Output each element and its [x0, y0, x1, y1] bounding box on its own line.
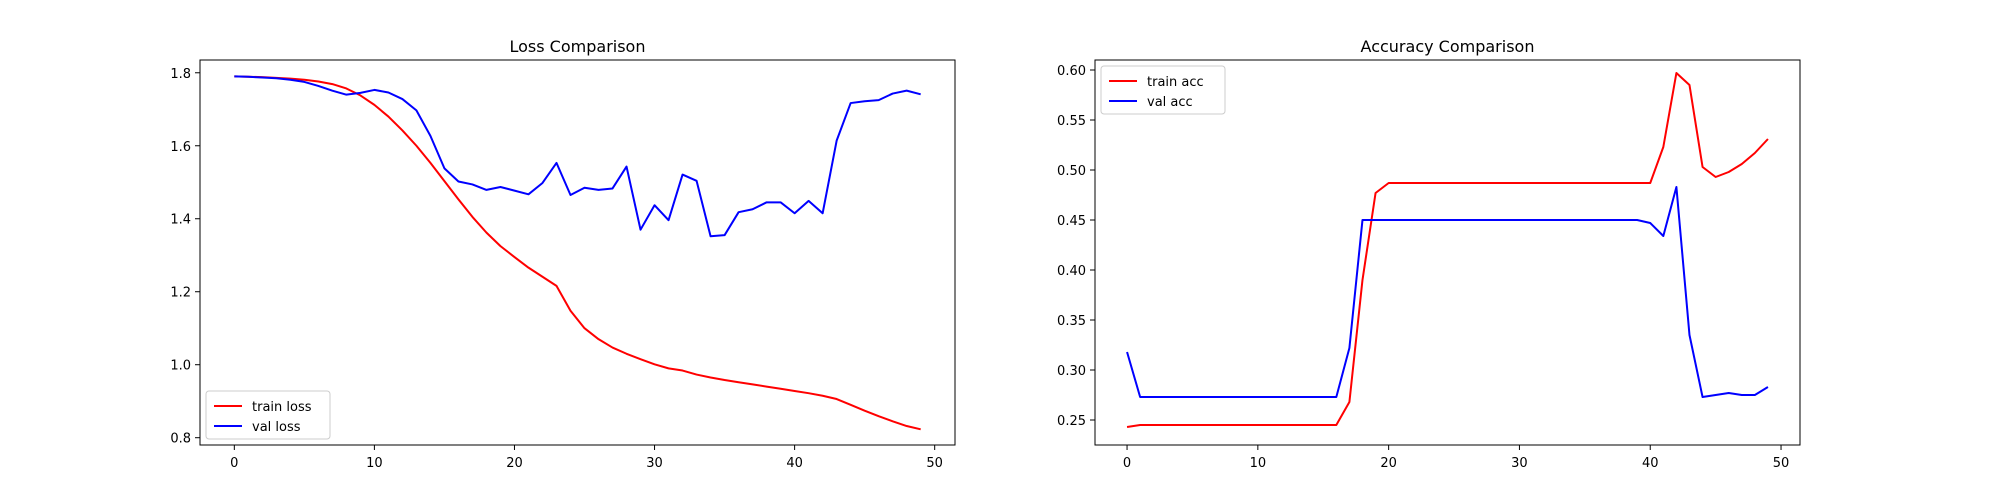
x-tick-label: 30: [646, 456, 663, 471]
y-tick-label: 0.40: [1057, 264, 1086, 279]
axes-frame: [199, 59, 956, 446]
y-tick-label: 0.25: [1057, 414, 1086, 429]
y-tick-label: 0.55: [1057, 114, 1086, 129]
x-tick-label: 20: [506, 456, 523, 471]
series-line-train-acc: [1126, 72, 1769, 428]
legend-entry-train-acc: train acc: [1147, 75, 1204, 90]
y-tick-label: 1.8: [170, 67, 191, 82]
x-tick-label: 30: [1511, 456, 1528, 471]
x-tick-label: 0: [1123, 456, 1131, 471]
x-tick-label: 10: [1250, 456, 1267, 471]
loss-comparison-chart: 0 10 20 30 40 50 0.8 1.0 1.2 1.4 1.6 1.8 Loss Compar…: [170, 37, 956, 471]
legend-entry-train-loss: train loss: [252, 400, 312, 415]
x-tick-label: 20: [1380, 456, 1397, 471]
legend-entry-val-acc: val acc: [1147, 95, 1193, 110]
x-tick-label: 10: [366, 456, 383, 471]
y-tick-label: 0.60: [1057, 64, 1086, 79]
y-tick-label: 0.35: [1057, 314, 1086, 329]
series-line-val-acc: [1126, 186, 1769, 398]
chart-title: Loss Comparison: [510, 37, 646, 56]
y-tick-label: 1.6: [170, 140, 191, 155]
legend-entry-val-loss: val loss: [252, 420, 301, 435]
legend: train acc val acc: [1100, 65, 1226, 115]
chart-title: Accuracy Comparison: [1361, 37, 1535, 56]
axes-frame: [1094, 59, 1801, 446]
y-tick-label: 0.45: [1057, 214, 1086, 229]
x-tick-label: 50: [926, 456, 943, 471]
series-line-val-loss: [234, 75, 921, 238]
legend: train loss val loss: [205, 390, 331, 440]
accuracy-comparison-chart: 0 10 20 30 40 50 0.25 0.30 0.35 0.40 0.45 0.50 0.55 0…: [1057, 37, 1801, 471]
series-line-train-loss: [234, 75, 921, 431]
y-tick-label: 1.0: [170, 359, 191, 374]
y-tick-label: 1.2: [170, 286, 191, 301]
y-tick-label: 1.4: [170, 213, 191, 228]
x-tick-label: 0: [230, 456, 238, 471]
x-tick-label: 40: [786, 456, 803, 471]
x-tick-label: 50: [1773, 456, 1790, 471]
x-tick-label: 40: [1642, 456, 1659, 471]
y-tick-label: 0.8: [170, 432, 191, 447]
y-tick-label: 0.30: [1057, 364, 1086, 379]
y-tick-label: 0.50: [1057, 164, 1086, 179]
